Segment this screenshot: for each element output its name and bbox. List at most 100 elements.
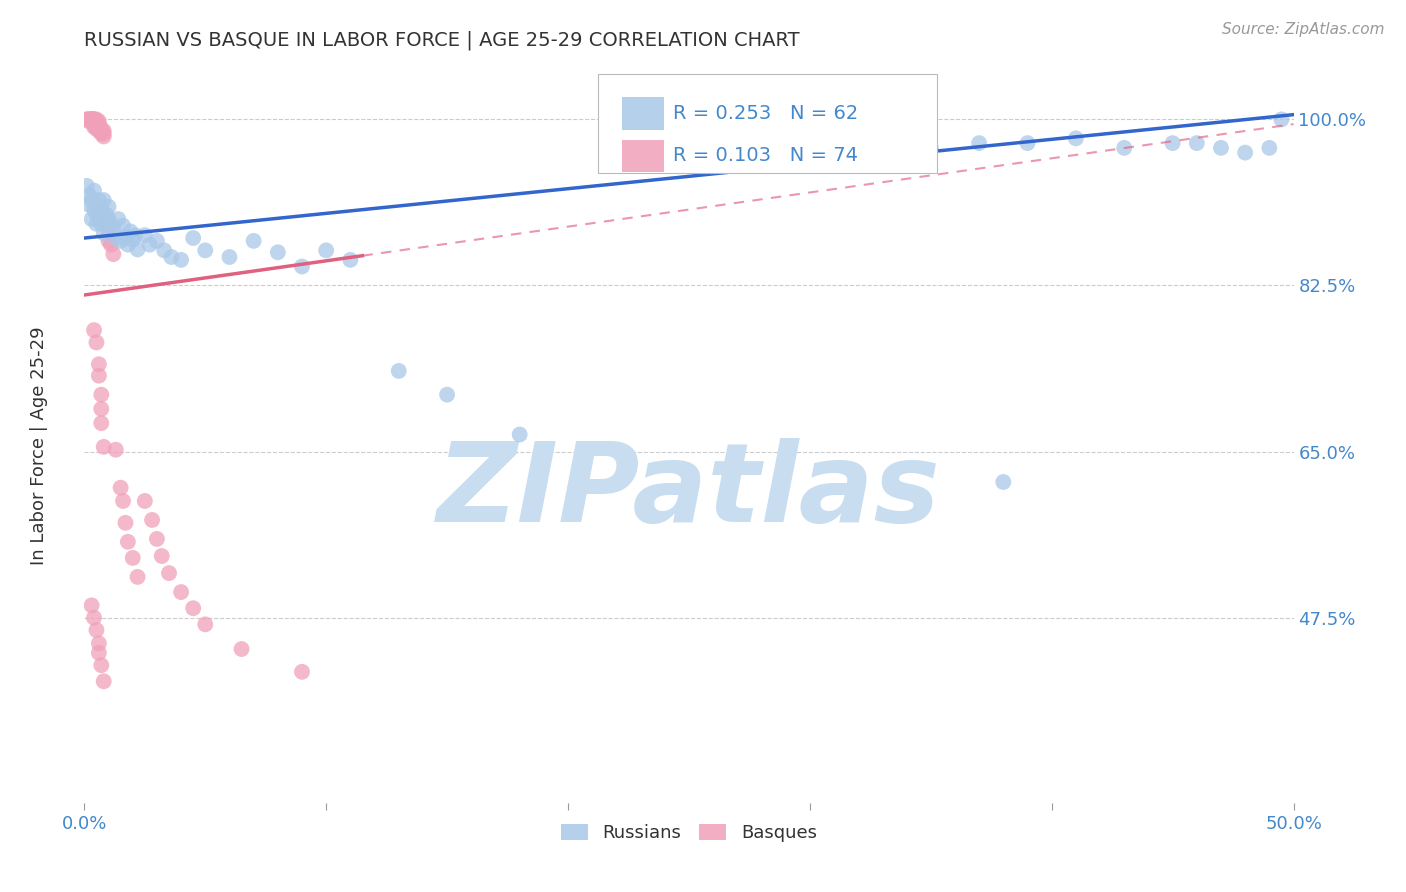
Point (86, 112, 108, 127)
Point (1209, 141, 1232, 155)
Point (83, 112, 105, 127)
Point (436, 387, 458, 401)
Point (86, 207, 108, 221)
FancyBboxPatch shape (623, 97, 664, 129)
Point (93, 129, 115, 144)
Point (104, 231, 127, 245)
Point (315, 244, 337, 258)
Point (83, 117, 105, 131)
Point (100, 217, 122, 231)
Point (181, 231, 204, 245)
Point (114, 516, 136, 530)
Point (87, 193, 110, 207)
Text: R = 0.103   N = 74: R = 0.103 N = 74 (673, 146, 858, 165)
Point (90, 121, 112, 136)
Point (77, 198, 100, 212)
Point (90, 416, 112, 430)
Point (86, 335, 108, 350)
Point (87, 121, 110, 136)
Point (1185, 136, 1208, 150)
Point (86, 120, 108, 134)
Point (86, 217, 108, 231)
Point (80, 114, 103, 128)
Point (83, 323, 105, 337)
Point (83, 114, 105, 128)
Point (86, 117, 108, 131)
Point (83, 112, 105, 127)
Point (121, 233, 143, 247)
Point (90, 387, 112, 401)
Point (90, 217, 112, 231)
Point (87, 636, 110, 650)
Point (141, 513, 163, 527)
Point (100, 237, 122, 252)
Point (87, 646, 110, 660)
Point (97, 234, 120, 248)
Point (117, 237, 139, 252)
Point (1270, 112, 1292, 127)
Point (388, 364, 411, 378)
Point (80, 112, 103, 127)
Point (103, 221, 125, 235)
Point (90, 202, 112, 217)
Point (121, 550, 143, 565)
Point (267, 245, 290, 260)
Point (153, 244, 176, 258)
Point (93, 127, 115, 141)
Point (920, 141, 942, 155)
Point (86, 623, 108, 637)
Point (80, 112, 103, 127)
Point (83, 112, 105, 127)
Legend: Russians, Basques: Russians, Basques (554, 816, 824, 849)
Point (181, 601, 204, 615)
Point (93, 440, 115, 454)
Point (120, 224, 142, 238)
Point (194, 617, 217, 632)
Point (87, 117, 110, 131)
Point (114, 230, 136, 244)
Point (242, 234, 264, 248)
Point (93, 227, 115, 241)
Point (80, 112, 103, 127)
Text: ZIPatlas: ZIPatlas (437, 438, 941, 545)
Point (339, 252, 361, 267)
Point (231, 642, 253, 657)
Point (80, 112, 103, 127)
Point (170, 252, 193, 267)
Point (146, 532, 169, 546)
Point (124, 228, 146, 243)
Point (76, 112, 98, 127)
Point (127, 243, 149, 257)
Point (104, 442, 127, 457)
Point (134, 494, 156, 508)
Point (97, 224, 120, 238)
Point (150, 549, 173, 563)
Point (77, 112, 100, 127)
Point (117, 534, 139, 549)
Point (83, 184, 105, 198)
Point (83, 202, 105, 217)
Point (138, 237, 160, 252)
Point (1064, 131, 1087, 145)
Point (1234, 145, 1257, 160)
Point (97, 200, 120, 214)
Point (80, 112, 103, 127)
Point (87, 114, 110, 128)
Point (76, 112, 98, 127)
Point (83, 117, 105, 131)
Point (107, 212, 129, 227)
Point (80, 112, 103, 127)
Point (83, 120, 105, 134)
Point (87, 212, 110, 227)
Point (160, 250, 183, 264)
Text: RUSSIAN VS BASQUE IN LABOR FORCE | AGE 25-29 CORRELATION CHART: RUSSIAN VS BASQUE IN LABOR FORCE | AGE 2… (84, 30, 800, 50)
Point (1017, 136, 1039, 150)
Point (218, 250, 240, 264)
FancyBboxPatch shape (599, 73, 936, 173)
Point (83, 611, 105, 625)
Point (90, 127, 112, 141)
Point (1114, 141, 1136, 155)
Point (110, 234, 132, 248)
Point (1161, 136, 1184, 150)
Point (112, 494, 135, 508)
